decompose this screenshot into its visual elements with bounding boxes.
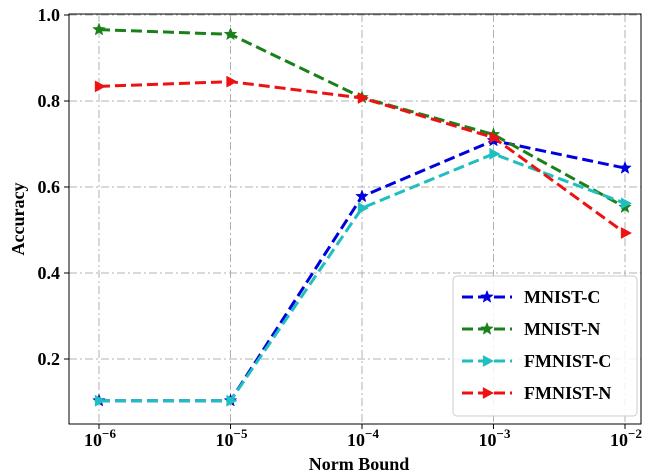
x-tick-exponent: −4 — [365, 426, 379, 441]
x-tick-label: 10−4 — [347, 426, 379, 450]
axis-ticks: 10−6 10−5 10−4 10−3 10−20.20.40.60.81.0 — [38, 5, 642, 450]
x-tick-exponent: −6 — [102, 426, 116, 441]
x-tick-label: 10−2 — [610, 426, 642, 450]
y-tick-label: 0.8 — [38, 91, 61, 111]
legend-marker — [482, 355, 495, 367]
data-point — [92, 22, 106, 36]
x-tick-label: 10−6 — [84, 426, 116, 450]
x-tick-base: 10 — [610, 430, 628, 450]
data-point — [620, 227, 633, 239]
x-tick-base: 10 — [216, 430, 234, 450]
legend-item-fmnist-c: FMNIST-C — [462, 351, 611, 371]
y-tick-label: 0.6 — [38, 177, 61, 197]
legend-label: FMNIST-C — [524, 351, 611, 371]
legend-marker — [482, 387, 495, 399]
data-point — [620, 197, 633, 210]
y-tick-label: 0.2 — [38, 349, 61, 369]
data-point — [226, 394, 238, 407]
data-point — [489, 147, 501, 160]
series-fmnist-n — [94, 75, 633, 239]
legend-marker — [480, 321, 494, 335]
legend-box — [452, 275, 638, 417]
data-point — [226, 75, 238, 88]
x-tick-exponent: −5 — [234, 426, 248, 441]
data-point — [94, 394, 107, 407]
data-point — [357, 202, 370, 215]
x-tick-base: 10 — [347, 430, 365, 450]
x-tick-exponent: −2 — [628, 426, 642, 441]
legend-marker — [480, 289, 494, 303]
legend-item-mnist-c: MNIST-C — [462, 287, 600, 307]
plot-frame — [68, 13, 642, 425]
legend-item-fmnist-n: FMNIST-N — [462, 383, 611, 403]
y-axis-label: Accuracy — [8, 183, 28, 256]
data-point — [355, 189, 369, 203]
legend: MNIST-C MNIST-N FMNIST-C FMNIST-N — [452, 275, 638, 417]
series-lines — [92, 22, 633, 407]
data-point — [489, 131, 501, 144]
x-tick-label: 10−3 — [479, 426, 511, 450]
data-point — [618, 160, 632, 174]
y-tick-label: 0.4 — [38, 263, 61, 283]
legend-label: MNIST-C — [524, 287, 600, 307]
x-tick-base: 10 — [479, 430, 497, 450]
x-tick-exponent: −3 — [497, 426, 511, 441]
legend-item-mnist-n: MNIST-N — [462, 319, 600, 339]
data-point — [223, 27, 238, 41]
x-tick-label: 10−5 — [216, 426, 248, 450]
legend-label: MNIST-N — [524, 319, 600, 339]
data-point — [94, 80, 107, 93]
data-point — [357, 92, 370, 104]
y-tick-label: 1.0 — [38, 5, 61, 25]
x-axis-label: Norm Bound — [309, 454, 410, 474]
legend-label: FMNIST-N — [524, 383, 611, 403]
x-tick-base: 10 — [84, 430, 102, 450]
